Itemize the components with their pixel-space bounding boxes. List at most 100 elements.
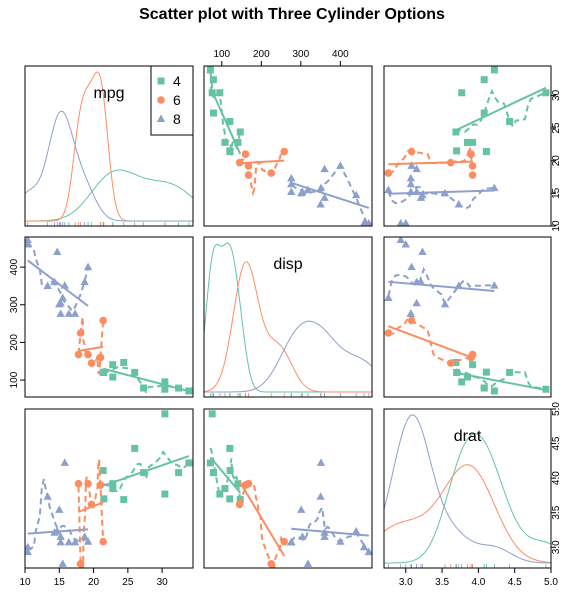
- data-point-8: [70, 309, 80, 317]
- y-tick-label-drat: 3.0: [551, 540, 562, 554]
- y-tick-label-mpg: 25: [551, 122, 562, 134]
- y-tick-label-disp: 300: [9, 296, 20, 313]
- legend-marker-8: [156, 114, 166, 122]
- panel-frame: [24, 65, 194, 227]
- smooth-line-8: [387, 266, 495, 306]
- data-point-4: [226, 148, 234, 156]
- panel-frame: [24, 236, 194, 398]
- data-point-6: [267, 169, 276, 177]
- panel-frame: [383, 65, 552, 227]
- data-point-6: [384, 169, 393, 177]
- smooth-line-8: [387, 185, 495, 210]
- data-point-8: [490, 281, 499, 289]
- data-point-8: [407, 262, 416, 271]
- panel-disp-mpg: [24, 236, 194, 398]
- smooth-line-4: [103, 366, 190, 394]
- data-point-4: [161, 385, 169, 393]
- panel-drat-drat: drat: [383, 408, 552, 569]
- data-point-8: [83, 537, 93, 545]
- x-tick-label-mpg: 10: [19, 577, 31, 588]
- data-point-6: [467, 150, 475, 158]
- data-point-8: [297, 188, 306, 197]
- panel-frame: [383, 236, 552, 398]
- data-point-4: [226, 118, 234, 126]
- data-point-8: [43, 492, 52, 500]
- data-point-4: [109, 485, 117, 492]
- data-point-4: [482, 368, 490, 376]
- y-tick-label-drat: 4.5: [551, 436, 562, 450]
- panel-frame: [203, 408, 373, 569]
- data-point-4: [109, 480, 117, 488]
- data-point-8: [336, 161, 345, 169]
- data-point-4: [464, 138, 471, 146]
- data-point-8: [58, 559, 67, 567]
- data-point-4: [236, 128, 244, 136]
- data-point-6: [241, 150, 250, 158]
- y-tick-label-disp: 400: [9, 258, 20, 275]
- data-point-6: [407, 147, 416, 156]
- data-point-8: [43, 281, 52, 289]
- panel-frame: [383, 408, 552, 569]
- density-line-drat-8: [384, 414, 551, 564]
- data-point-4: [120, 358, 128, 366]
- legend-marker-4: [157, 77, 165, 85]
- data-point-8: [384, 185, 393, 194]
- data-point-4: [99, 368, 107, 376]
- data-point-4: [469, 361, 477, 369]
- data-point-6: [468, 350, 477, 359]
- panel-frame: [203, 65, 373, 227]
- data-point-4: [208, 89, 216, 97]
- legend-marker-6: [157, 96, 165, 104]
- data-point-4: [464, 373, 471, 381]
- legend-label-4: 4: [173, 73, 181, 89]
- data-point-8: [55, 505, 64, 513]
- data-point-4: [453, 147, 461, 155]
- data-point-6: [407, 316, 416, 325]
- data-point-4: [490, 66, 498, 74]
- data-point-6: [96, 353, 105, 362]
- data-point-8: [64, 537, 74, 546]
- data-point-8: [60, 458, 69, 466]
- data-point-4: [226, 495, 234, 503]
- smooth-line-8: [27, 478, 89, 551]
- data-point-8: [287, 537, 296, 546]
- data-point-8: [298, 532, 307, 540]
- data-point-4: [482, 148, 490, 156]
- data-point-8: [406, 187, 416, 196]
- data-point-6: [87, 359, 96, 367]
- data-point-8: [25, 542, 32, 551]
- data-point-8: [412, 298, 421, 307]
- data-point-8: [351, 190, 361, 199]
- data-point-4: [216, 490, 224, 498]
- data-point-8: [406, 309, 416, 317]
- data-point-8: [407, 161, 416, 169]
- panel-mpg-disp: [203, 65, 373, 227]
- smooth-line-6: [388, 146, 474, 175]
- data-point-8: [401, 218, 410, 226]
- x-tick-label-mpg: 15: [54, 577, 66, 588]
- regression-line-8: [388, 280, 495, 293]
- data-point-4: [175, 384, 183, 392]
- x-tick-label-disp: 400: [332, 49, 349, 60]
- data-point-8: [80, 532, 89, 540]
- data-point-8: [316, 492, 325, 500]
- x-tick-label-drat: 3.0: [399, 577, 413, 588]
- data-point-4: [206, 459, 214, 467]
- data-point-8: [50, 277, 59, 286]
- x-tick-label-drat: 5.0: [544, 577, 558, 588]
- data-point-4: [206, 66, 214, 74]
- data-point-6: [76, 329, 85, 337]
- panel-mpg-drat: [383, 65, 552, 227]
- data-point-8: [70, 537, 80, 546]
- data-point-4: [453, 368, 461, 376]
- data-point-4: [226, 467, 234, 475]
- density-line-drat-6: [384, 464, 551, 563]
- data-point-6: [280, 537, 289, 546]
- data-point-8: [336, 537, 345, 545]
- panel-disp-drat: [383, 236, 552, 398]
- data-point-4: [234, 138, 242, 146]
- legend-label-8: 8: [173, 111, 181, 127]
- data-point-8: [412, 164, 421, 173]
- data-point-8: [64, 309, 74, 317]
- x-tick-label-disp: 300: [293, 49, 310, 60]
